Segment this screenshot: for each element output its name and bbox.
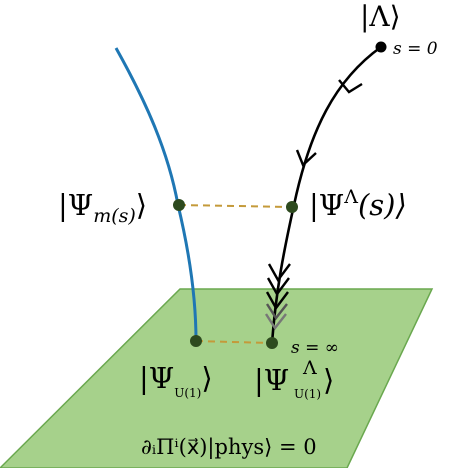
physical-plane [0,288,434,468]
arrow-head-2 [295,149,317,168]
node-psi-u1 [190,335,202,347]
label-s-infinity: s = ∞ [291,338,339,358]
arrow-heads [264,79,363,331]
dashed-connector-bottom [195,340,273,344]
psi-m-main: |Ψ [58,188,93,222]
node-psi-m [173,199,185,211]
psi-m-close: ⟩ [136,188,147,222]
psi-u1-lambda-sub: U(1) [294,387,321,401]
arrow-head-6 [265,303,288,321]
arrow-head-1 [338,79,363,94]
psi-lambda-main: |Ψ [309,188,344,222]
psi-u1-lambda-close: ⟩ [323,363,334,397]
arrow-head-4 [266,277,290,297]
label-psi-u1-lambda: |Ψ Λ U(1) ⟩ [254,357,334,401]
psi-u1-main: |Ψ [139,361,174,395]
arrow-head-3 [267,263,291,283]
psi-u1-lambda-main: |Ψ [254,363,289,397]
arrow-head-7 [264,313,287,331]
label-s-zero: s = 0 [393,39,438,59]
label-psi-u1: |ΨU(1)⟩ [139,361,213,400]
psi-m-sub: m(s) [93,205,136,227]
psi-u1-sub: U(1) [174,386,201,400]
node-lambda [375,41,387,53]
psi-u1-close: ⟩ [201,361,212,395]
label-psi-m: |Ψm(s)⟩ [58,188,147,227]
label-constraint: ∂ᵢΠⁱ(x⃗)|phys⟩ = 0 [141,435,317,460]
node-psi-lambda [286,201,298,213]
label-psi-lambda: |ΨΛ(s)⟩ [309,186,407,222]
label-lambda-state: |Λ⟩ [360,0,401,33]
dashed-connector-mid [178,204,293,208]
psi-lambda-rest: (s)⟩ [358,188,407,222]
arrow-head-5 [265,291,289,311]
node-psi-u1-lambda [266,337,278,349]
psi-lambda-sup: Λ [343,186,358,208]
psi-u1-lambda-sup: Λ [302,357,317,379]
